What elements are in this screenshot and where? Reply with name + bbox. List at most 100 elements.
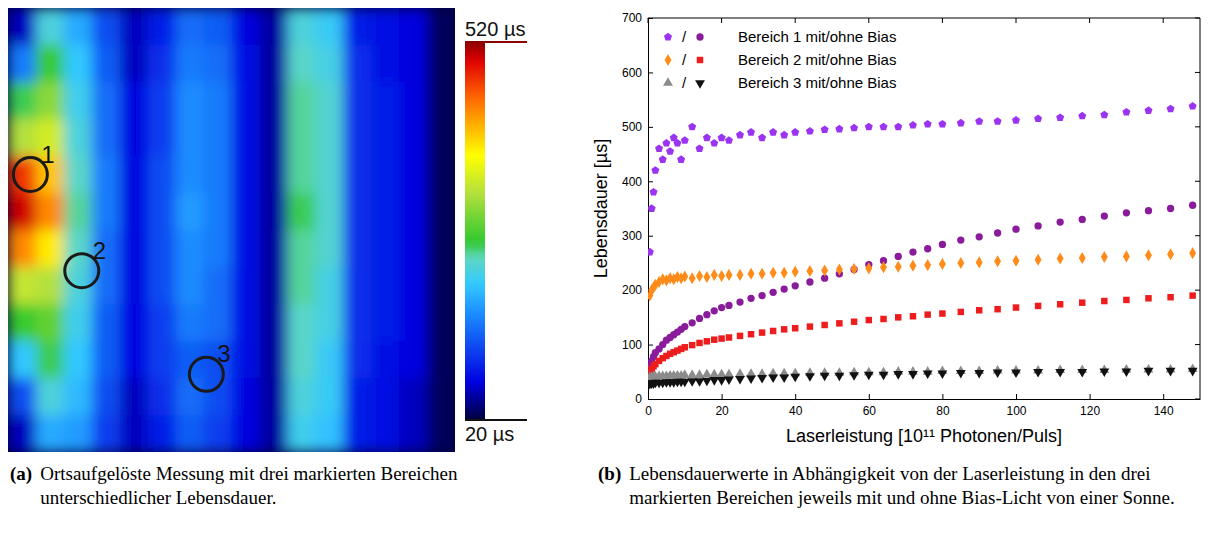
x-tick-label: 20 bbox=[715, 404, 729, 418]
heatmap-cell bbox=[36, 304, 65, 342]
heatmap-cell bbox=[343, 156, 372, 194]
colorbar bbox=[465, 42, 485, 420]
point bbox=[681, 136, 689, 144]
legend-marker bbox=[663, 77, 673, 86]
heatmap-cell bbox=[8, 267, 37, 305]
point bbox=[806, 127, 814, 135]
heatmap-cell bbox=[287, 378, 316, 416]
heatmap-cell bbox=[176, 119, 205, 157]
heatmap-cell bbox=[427, 193, 455, 231]
heatmap-cell bbox=[343, 82, 372, 120]
heatmap-cell bbox=[64, 341, 93, 379]
point bbox=[976, 256, 983, 268]
heatmap-cell bbox=[259, 415, 288, 452]
heatmap-cell bbox=[120, 82, 149, 120]
heatmap-cell bbox=[427, 82, 455, 120]
point bbox=[748, 268, 755, 280]
heatmap-cell bbox=[427, 267, 455, 305]
point bbox=[1033, 369, 1043, 378]
heatmap-cell bbox=[120, 378, 149, 416]
point bbox=[1189, 102, 1197, 110]
point bbox=[1122, 108, 1130, 116]
heatmap-cell bbox=[64, 304, 93, 342]
heatmap-cell bbox=[204, 415, 233, 452]
heatmap-cell bbox=[36, 193, 65, 231]
point bbox=[820, 373, 830, 382]
point bbox=[792, 282, 799, 289]
heatmap-cell bbox=[399, 119, 428, 157]
point bbox=[1101, 251, 1108, 263]
heatmap-cell bbox=[259, 341, 288, 379]
heatmap-cell bbox=[92, 8, 121, 46]
heatmap-cell bbox=[427, 230, 455, 268]
legend: /Bereich 1 mit/ohne Bias/Bereich 2 mit/o… bbox=[663, 28, 896, 91]
point bbox=[696, 315, 703, 322]
heatmap-cell bbox=[36, 267, 65, 305]
point bbox=[1167, 105, 1175, 113]
point bbox=[994, 229, 1001, 236]
point bbox=[1145, 295, 1151, 301]
heatmap-cell bbox=[176, 304, 205, 342]
y-tick: 100 bbox=[622, 338, 653, 352]
heatmap-cell bbox=[399, 378, 428, 416]
point bbox=[909, 260, 916, 272]
point bbox=[779, 374, 789, 383]
point bbox=[939, 241, 946, 248]
heatmap-cell bbox=[8, 415, 37, 452]
heatmap-cell bbox=[343, 415, 372, 452]
point bbox=[792, 325, 798, 331]
x-tick: 60 bbox=[863, 394, 877, 418]
heatmap-cell bbox=[204, 341, 233, 379]
heatmap-cell bbox=[176, 230, 205, 268]
point bbox=[1078, 112, 1086, 120]
legend-marker bbox=[696, 33, 703, 40]
heatmap-cell bbox=[148, 82, 177, 120]
x-tick-label: 0 bbox=[645, 404, 652, 418]
point bbox=[1167, 205, 1174, 212]
heatmap-cell bbox=[315, 378, 344, 416]
point bbox=[1123, 250, 1130, 262]
x-tick-mark bbox=[1163, 394, 1164, 399]
point bbox=[689, 319, 696, 326]
x-tick: 40 bbox=[789, 394, 803, 418]
point bbox=[974, 370, 984, 379]
heatmap-cell bbox=[232, 230, 261, 268]
heatmap-cell bbox=[427, 156, 455, 194]
point bbox=[680, 379, 690, 388]
heatmap-cell bbox=[64, 415, 93, 452]
point bbox=[1056, 113, 1064, 121]
series bbox=[648, 202, 1196, 370]
point bbox=[939, 258, 946, 270]
y-tick-mark-right bbox=[1195, 181, 1200, 182]
x-tick-mark-top bbox=[942, 18, 943, 23]
point bbox=[910, 313, 916, 319]
point bbox=[806, 278, 813, 285]
y-tick-mark bbox=[648, 399, 653, 400]
point bbox=[736, 131, 744, 139]
heatmap-cell bbox=[371, 378, 400, 416]
point bbox=[1011, 369, 1021, 378]
point bbox=[866, 317, 872, 323]
point bbox=[747, 128, 755, 136]
point bbox=[1145, 249, 1152, 261]
point bbox=[806, 265, 813, 277]
heatmap-cell bbox=[120, 230, 149, 268]
heatmap-cell bbox=[204, 267, 233, 305]
heatmap-ground bbox=[8, 8, 455, 452]
y-tick-mark-right bbox=[1195, 18, 1200, 19]
heatmap-cell bbox=[427, 378, 455, 416]
heatmap-cell bbox=[148, 193, 177, 231]
heatmap-cell bbox=[232, 8, 261, 46]
heatmap-cell bbox=[64, 8, 93, 46]
point bbox=[659, 155, 667, 163]
heatmap-cell bbox=[176, 82, 205, 120]
x-tick-label: 120 bbox=[1080, 404, 1100, 418]
heatmap-cell bbox=[232, 378, 261, 416]
point bbox=[923, 371, 933, 380]
y-tick: 700 bbox=[622, 11, 653, 25]
frame-right bbox=[1200, 18, 1201, 399]
point bbox=[770, 328, 776, 334]
point bbox=[994, 306, 1000, 312]
heatmap-cell bbox=[287, 8, 316, 46]
point bbox=[673, 139, 681, 147]
